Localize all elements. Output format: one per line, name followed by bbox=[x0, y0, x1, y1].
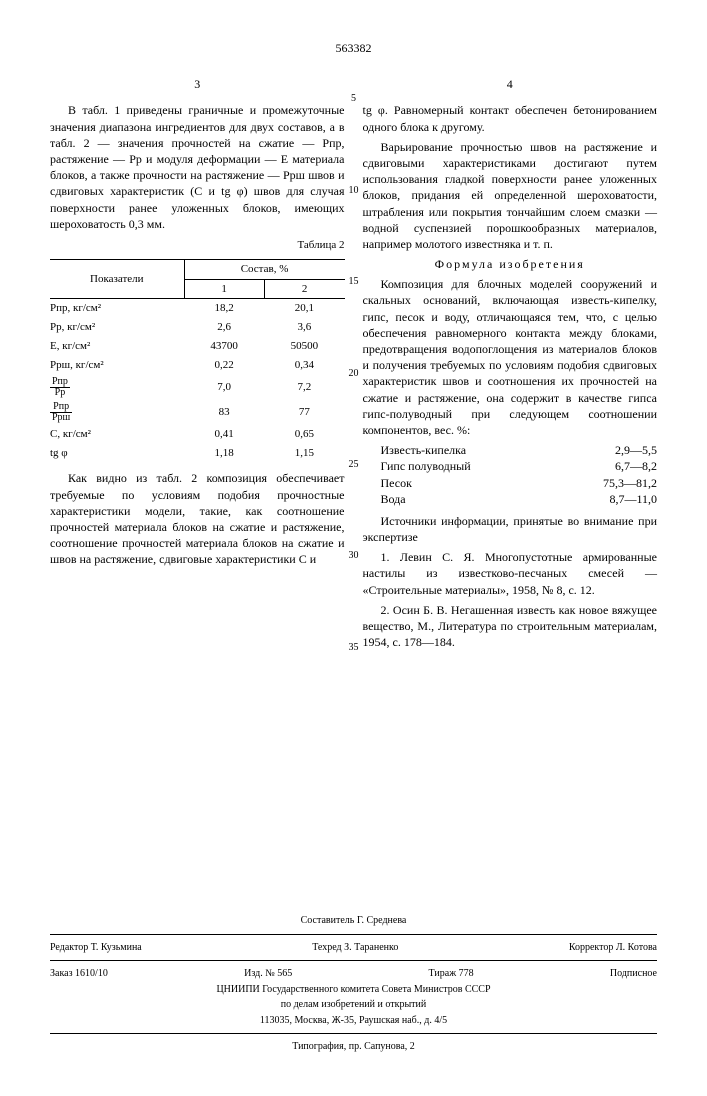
ingredients-list: Известь-кипелка2,9—5,5 Гипс полуводный6,… bbox=[381, 442, 658, 507]
formula-title: Формула изобретения bbox=[363, 256, 658, 272]
table-row: PпрPp7,07,2 bbox=[50, 375, 345, 400]
th-indicator: Показатели bbox=[50, 259, 184, 299]
table-caption: Таблица 2 bbox=[50, 238, 345, 253]
ingredient-row: Известь-кипелка2,9—5,5 bbox=[381, 442, 658, 458]
ingredient-row: Песок75,3—81,2 bbox=[381, 475, 658, 491]
right-para-3: Композиция для блочных моделей сооружени… bbox=[363, 276, 658, 438]
sources-title: Источники информации, принятые во вниман… bbox=[363, 513, 658, 545]
table-row: Pпр, кг/см²18,220,1 bbox=[50, 299, 345, 318]
ingredient-row: Вода8,7—11,0 bbox=[381, 491, 658, 507]
left-para-2: Как видно из табл. 2 композиция обеспечи… bbox=[50, 470, 345, 567]
source-2: 2. Осин Б. В. Негашенная известь как нов… bbox=[363, 602, 658, 651]
table-row: Pp, кг/см²2,63,6 bbox=[50, 318, 345, 337]
right-para-1: tg φ. Равномерный контакт обеспечен бето… bbox=[363, 102, 658, 134]
table-row: Pрш, кг/см²0,220,34 bbox=[50, 356, 345, 375]
right-para-2: Варьирование прочностью швов на растяжен… bbox=[363, 139, 658, 252]
column-number-right: 4 bbox=[363, 76, 658, 92]
column-number-left: 3 bbox=[50, 76, 345, 92]
document-number: 563382 bbox=[50, 40, 657, 56]
table-row: E, кг/см²4370050500 bbox=[50, 337, 345, 356]
th-composition: Состав, % bbox=[184, 259, 344, 279]
table-row: tg φ1,181,15 bbox=[50, 444, 345, 463]
ingredient-row: Гипс полуводный6,7—8,2 bbox=[381, 458, 658, 474]
th-col2: 2 bbox=[264, 279, 344, 299]
footer-printer: Типография, пр. Сапунова, 2 bbox=[50, 1040, 657, 1054]
table-row: C, кг/см²0,410,65 bbox=[50, 425, 345, 444]
left-para-1: В табл. 1 приведены граничные и промежут… bbox=[50, 102, 345, 232]
footer-address: 113035, Москва, Ж-35, Раушская наб., д. … bbox=[50, 1014, 657, 1028]
table-row: PпрPрш8377 bbox=[50, 400, 345, 425]
table-2: Показатели Состав, % 1 2 Pпр, кг/см²18,2… bbox=[50, 259, 345, 463]
footer-org2: по делам изобретений и открытий bbox=[50, 998, 657, 1012]
footer: Составитель Г. Среднева Редактор Т. Кузь… bbox=[50, 914, 657, 1054]
footer-credits: Редактор Т. Кузьмина Техред З. Тараненко… bbox=[50, 941, 657, 955]
footer-composer: Составитель Г. Среднева bbox=[50, 914, 657, 928]
left-column: 3 В табл. 1 приведены граничные и промеж… bbox=[50, 76, 345, 654]
footer-org1: ЦНИИПИ Государственного комитета Совета … bbox=[50, 983, 657, 997]
right-column: 4 tg φ. Равномерный контакт обеспечен бе… bbox=[363, 76, 658, 654]
th-col1: 1 bbox=[184, 279, 264, 299]
footer-print-info: Заказ 1610/10 Изд. № 565 Тираж 778 Подпи… bbox=[50, 967, 657, 981]
source-1: 1. Левин С. Я. Многопустотные армированн… bbox=[363, 549, 658, 598]
line-number-gutter: 5 10 15 20 25 30 35 bbox=[345, 76, 363, 654]
